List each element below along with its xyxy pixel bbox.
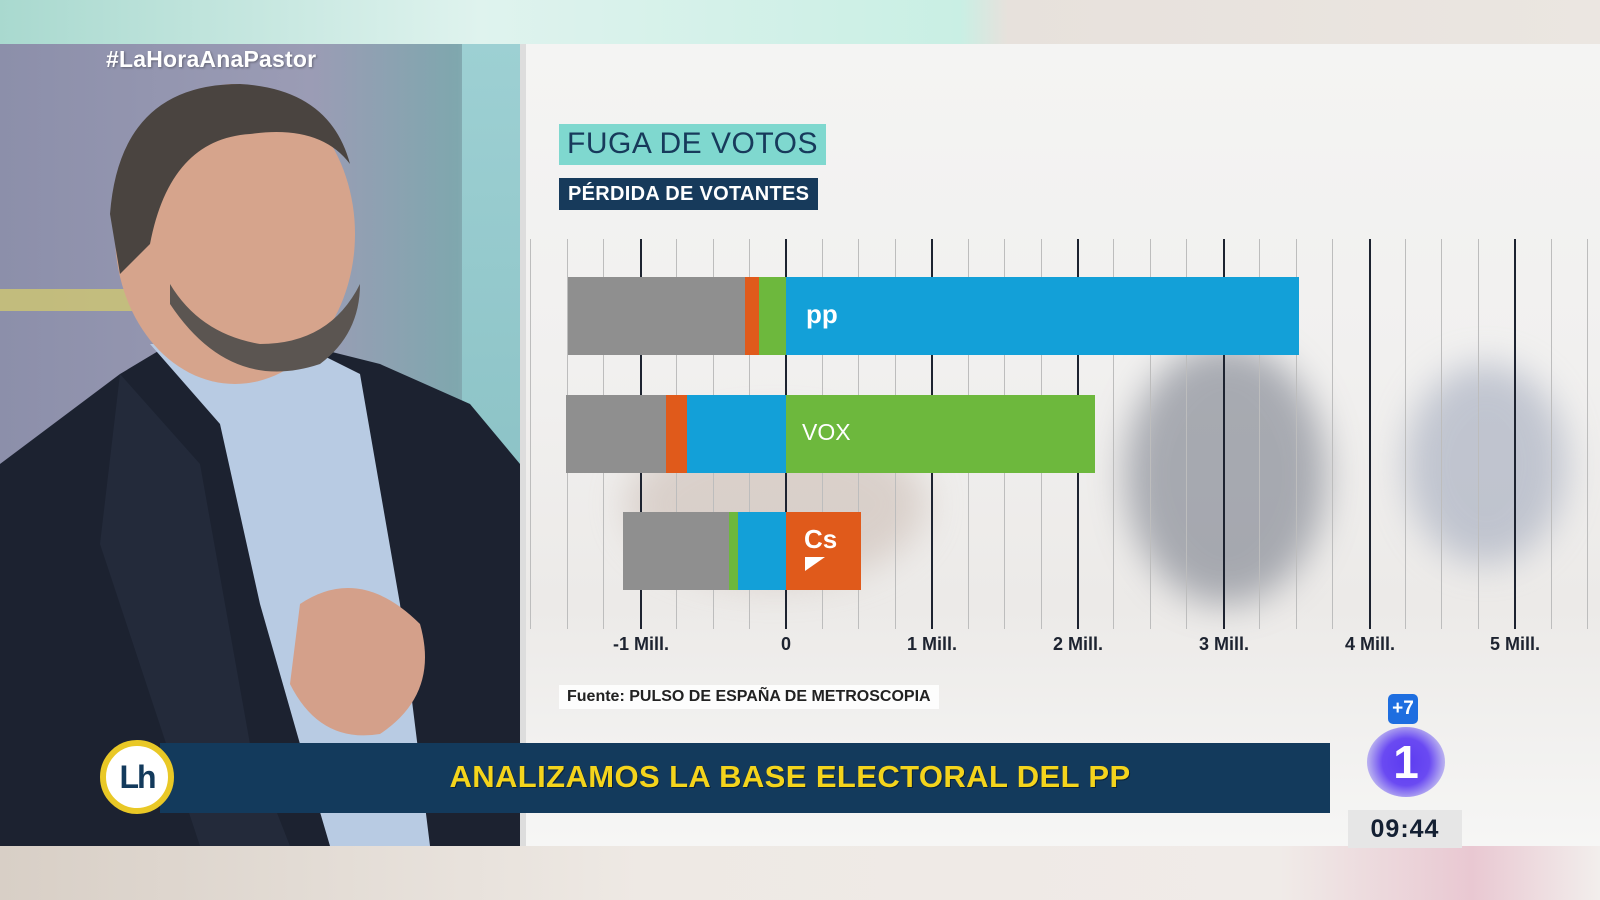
vox-logo: VOX (802, 419, 851, 445)
bar-segment-vox (786, 395, 1095, 473)
broadcast-clock: 09:44 (1348, 810, 1462, 848)
channel-logo: 1 (1367, 727, 1445, 797)
gridline (1478, 239, 1479, 629)
x-tick-label: 2 Mill. (1052, 634, 1104, 654)
bar-segment-cs (745, 277, 759, 355)
chart-title: FUGA DE VOTOS (559, 124, 826, 165)
gridline (1296, 239, 1297, 629)
gridline-major (1223, 239, 1225, 629)
chart-graphic-panel: FUGA DE VOTOS PÉRDIDA DE VOTANTES (526, 44, 1600, 846)
bar-segment-other (623, 512, 729, 590)
background-blur (1406, 364, 1566, 564)
gridline (1113, 239, 1114, 629)
bar-segment-other (566, 395, 666, 473)
presenter-video-panel: #LaHoraAnaPastor (0, 44, 520, 846)
x-tick-label: 3 Mill. (1198, 634, 1250, 654)
bar-segment-vox (729, 512, 738, 590)
studio-background-top (0, 0, 1600, 44)
gridline (1186, 239, 1187, 629)
bar-segment-cs (786, 512, 861, 590)
gridline (1587, 239, 1588, 629)
headline-text: ANALIZAMOS LA BASE ELECTORAL DEL PP (449, 759, 1131, 794)
cs-logo: Cs (804, 524, 838, 554)
bar-segment-pp (738, 512, 786, 590)
set-decoration (0, 289, 140, 311)
x-tick-label: 5 Mill. (1489, 634, 1541, 654)
gridline (1332, 239, 1333, 629)
gridline (530, 239, 531, 629)
channel-badge: +7 (1388, 694, 1418, 724)
pp-logo: pp (806, 299, 838, 329)
chart-source: Fuente: PULSO DE ESPAÑA DE METROSCOPIA (559, 685, 939, 709)
x-tick-label: 4 Mill. (1344, 634, 1396, 654)
gridline-major (1514, 239, 1516, 629)
background-blur (1126, 344, 1326, 604)
cs-logo-arrow-icon (805, 557, 825, 571)
bar-chart-plot: pp VOX Cs (526, 239, 1600, 629)
gridline (1551, 239, 1552, 629)
x-tick-label: 1 Mill. (906, 634, 958, 654)
gridline (1259, 239, 1260, 629)
gridline (1441, 239, 1442, 629)
bar-segment-pp (687, 395, 786, 473)
studio-background-bottom (0, 846, 1600, 900)
show-logo: Lh (100, 740, 174, 814)
bar-segment-other (568, 277, 745, 355)
bar-segment-cs (666, 395, 687, 473)
gridline (1150, 239, 1151, 629)
x-tick-label: 0 (780, 634, 792, 654)
x-tick-label: -1 Mill. (612, 634, 670, 654)
bar-segment-vox (759, 277, 786, 355)
bar-segment-pp (786, 277, 1299, 355)
gridline (1405, 239, 1406, 629)
presenter-figure (0, 84, 520, 846)
gridline-major (1369, 239, 1371, 629)
show-hashtag: #LaHoraAnaPastor (106, 46, 317, 72)
chart-subtitle: PÉRDIDA DE VOTANTES (559, 178, 819, 210)
headline-banner: ANALIZAMOS LA BASE ELECTORAL DEL PP (160, 743, 1330, 813)
